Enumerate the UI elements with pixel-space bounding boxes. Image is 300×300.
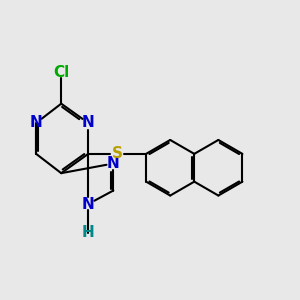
Text: S: S (112, 146, 123, 161)
Text: H: H (82, 226, 94, 241)
Text: N: N (82, 196, 94, 211)
Text: N: N (82, 116, 94, 130)
Text: Cl: Cl (53, 65, 69, 80)
Text: N: N (107, 156, 120, 171)
Text: N: N (30, 116, 43, 130)
